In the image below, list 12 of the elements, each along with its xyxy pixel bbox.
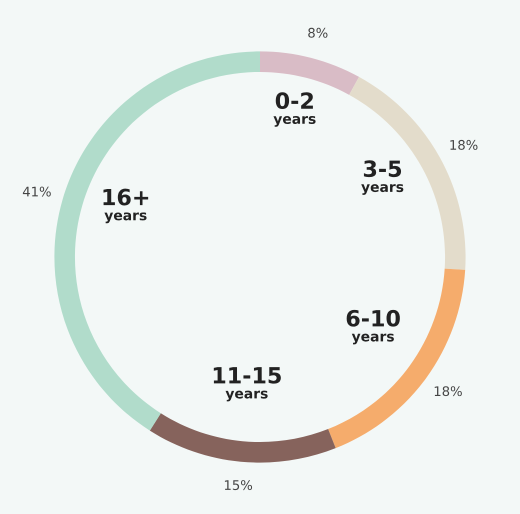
donut-slice — [150, 413, 336, 463]
slice-label: 16+ years — [103, 188, 148, 224]
donut-slice — [328, 268, 466, 448]
data-label: 15% — [224, 480, 252, 490]
slice-label: 0-2 years — [273, 92, 316, 127]
slice-label: 11-15 years — [214, 367, 281, 402]
data-label: 18% — [434, 386, 462, 396]
data-label: 8% — [308, 28, 328, 38]
data-label: 18% — [450, 140, 478, 150]
slice-label: 3-5 years — [361, 160, 404, 195]
slice-label: 6-10 years — [346, 310, 400, 344]
data-label: 41% — [22, 186, 51, 197]
